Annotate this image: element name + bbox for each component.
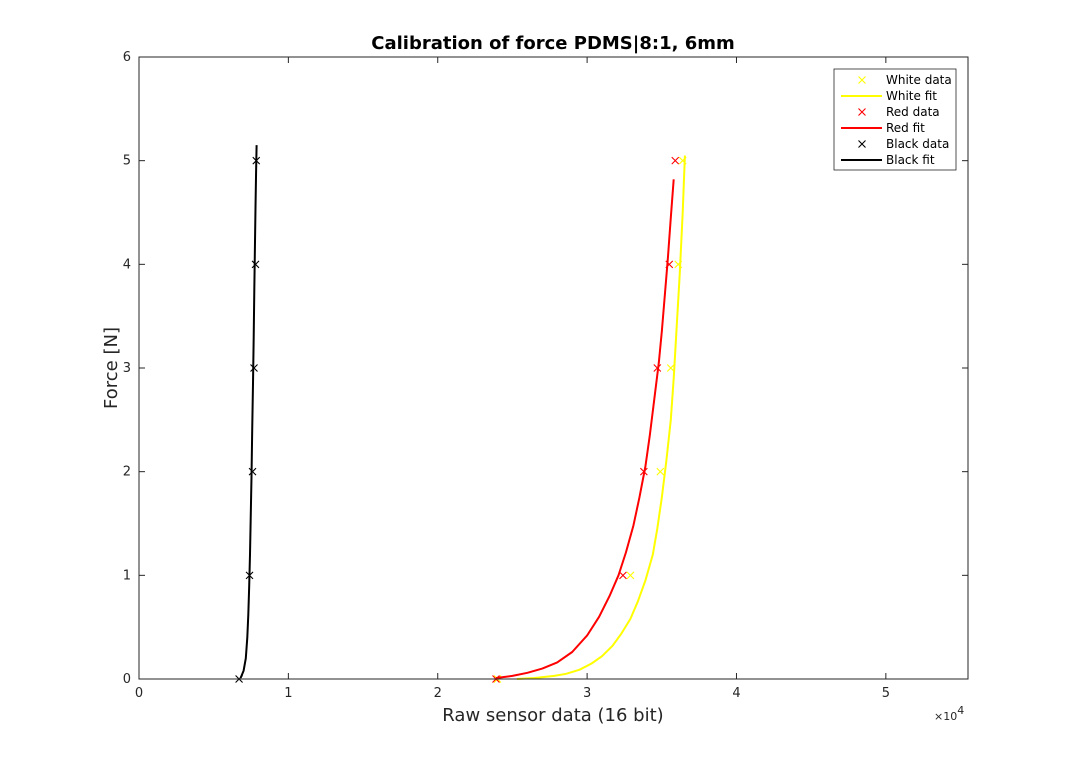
x-tick-label: 0 — [135, 686, 143, 701]
red-fit-line — [495, 179, 675, 679]
ticks-layer: 0 1 2 3 4 5 0 1 2 3 4 5 6 — [123, 50, 968, 701]
legend-entry-black-fit: Black fit — [841, 153, 935, 167]
y-tick-label: 1 — [123, 568, 131, 583]
white-data-point — [656, 467, 665, 476]
x-tick-label: 4 — [732, 686, 740, 701]
x-exponent-label: ×104 — [934, 704, 964, 723]
y-tick-label: 0 — [123, 672, 131, 687]
x-tick-label: 3 — [583, 686, 591, 701]
x-tick-label: 1 — [284, 686, 292, 701]
black-fit-series — [239, 145, 258, 679]
y-tick-label: 6 — [123, 50, 131, 65]
legend-label: Black fit — [886, 153, 935, 167]
legend-entry-white-data: White data — [858, 73, 952, 87]
legend-marker-swatch — [858, 76, 866, 84]
legend-label: Black data — [886, 137, 949, 151]
plot-area — [139, 57, 968, 679]
chart-title: Calibration of force PDMS|8:1, 6mm — [371, 33, 734, 54]
y-tick-label: 5 — [123, 154, 131, 169]
x-tick-label: 5 — [882, 686, 890, 701]
white-data-series — [493, 156, 687, 683]
white-data-point — [626, 571, 635, 580]
legend-marker-swatch — [858, 108, 866, 116]
y-tick-label: 2 — [123, 465, 131, 480]
white-data-point — [666, 364, 675, 372]
red-data-point — [671, 156, 680, 165]
white-fit-line — [516, 155, 686, 680]
legend-entry-white-fit: White fit — [841, 89, 937, 103]
legend-entry-black-data: Black data — [858, 137, 949, 151]
white-fit-series — [516, 155, 686, 680]
legend-label: White data — [886, 73, 952, 87]
data-layer — [235, 145, 687, 683]
legend-marker-swatch — [858, 140, 866, 148]
legend-entry-red-data: Red data — [858, 105, 940, 119]
x-axis-label: Raw sensor data (16 bit) — [442, 705, 663, 726]
y-tick-label: 4 — [123, 257, 131, 272]
red-data-point — [619, 571, 627, 580]
legend-label: Red data — [886, 105, 940, 119]
legend-label: White fit — [886, 89, 937, 103]
y-tick-label: 3 — [123, 361, 131, 376]
legend-box — [833, 68, 957, 171]
legend-entry-red-fit: Red fit — [841, 121, 925, 135]
legend-label: Red fit — [886, 121, 925, 135]
legend: White data White fit Red data Red fit Black … — [833, 68, 957, 171]
x-tick-label: 2 — [434, 686, 442, 701]
red-fit-series — [495, 179, 675, 679]
y-axis-label: Force [N] — [101, 327, 122, 409]
black-fit-line — [239, 145, 258, 679]
